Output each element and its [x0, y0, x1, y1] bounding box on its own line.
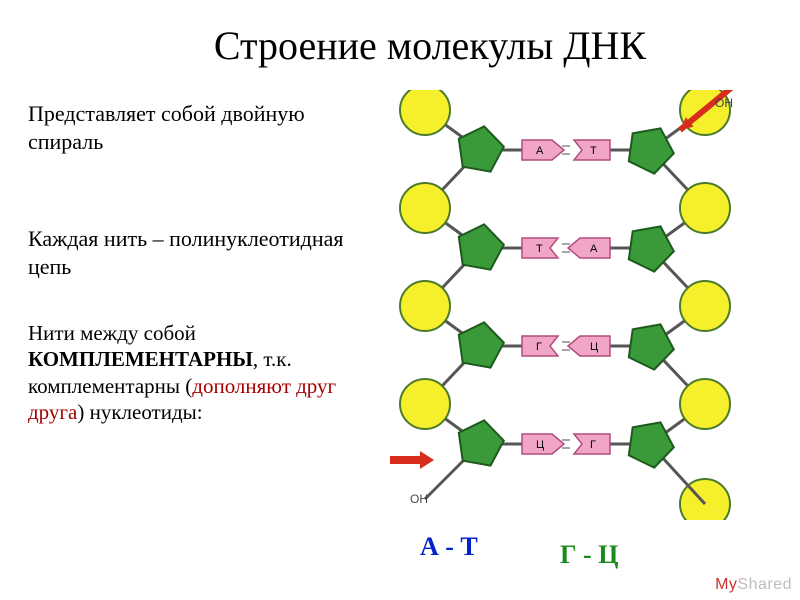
phosphate-circle: [680, 281, 730, 331]
paragraph-1: Представляет собой двойную спираль: [28, 100, 368, 155]
phosphate-circle: [400, 90, 450, 135]
base-letter: Ц: [536, 439, 544, 451]
watermark-b: Shared: [737, 576, 792, 593]
base-letter: А: [536, 145, 544, 157]
p3b-complementary: КОМПЛЕМЕНТАРНЫ: [28, 347, 253, 371]
base-letter: Т: [590, 145, 597, 157]
base-letter: Ц: [590, 341, 598, 353]
p3a: Нити между собой: [28, 321, 196, 345]
phosphate-circle: [400, 379, 450, 429]
basepair-at-label: А - Т: [420, 532, 478, 562]
watermark-a: My: [715, 576, 737, 593]
arrow-pointer-small-head: [420, 451, 434, 469]
paragraph-2: Каждая нить – полинуклеотидная цепь: [28, 225, 368, 280]
dna-diagram: А Т Т А Г Ц Ц Г OH OH: [370, 90, 770, 520]
page-title: Строение молекулы ДНК: [60, 0, 800, 69]
phosphate-circle: [680, 379, 730, 429]
sugar-pentagon: [459, 224, 504, 269]
paragraph-3: Нити между собой КОМПЛЕМЕНТАРНЫ, т.к. ко…: [28, 320, 368, 425]
oh-label-bottom: OH: [410, 492, 428, 506]
arrow-pointer-small: [390, 456, 420, 464]
base-shape: [568, 238, 610, 258]
base-letter: Г: [590, 439, 596, 451]
p3e: ) нуклеотиды:: [77, 400, 202, 424]
phosphate-circle: [680, 183, 730, 233]
sugar-pentagon: [459, 420, 504, 465]
basepair-gc-label: Г - Ц: [560, 540, 618, 570]
oh-label-top: OH: [715, 96, 733, 110]
phosphate-circle: [400, 183, 450, 233]
sugar-pentagon: [459, 322, 504, 367]
watermark: MyShared: [715, 576, 792, 594]
base-shape: [568, 336, 610, 356]
base-letter: Г: [536, 341, 542, 353]
base-letter: А: [590, 243, 598, 255]
phosphate-circle: [400, 281, 450, 331]
base-letter: Т: [536, 243, 543, 255]
sugar-pentagon: [459, 126, 504, 171]
